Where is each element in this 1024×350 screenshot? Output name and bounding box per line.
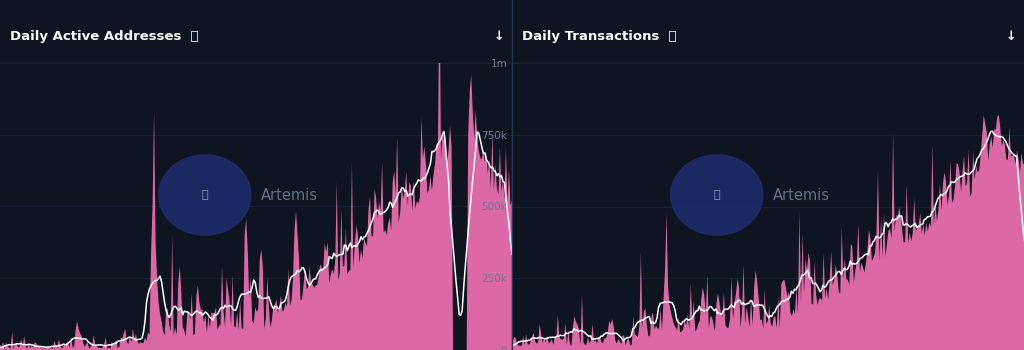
Text: ↓: ↓ [494, 30, 504, 43]
Text: ↓: ↓ [1006, 30, 1016, 43]
Text: Artemis: Artemis [773, 188, 830, 203]
Text: Daily Active Addresses  ⓘ: Daily Active Addresses ⓘ [10, 30, 199, 43]
Ellipse shape [671, 155, 763, 235]
Ellipse shape [159, 155, 251, 235]
Text: ₿: ₿ [202, 190, 208, 200]
Text: Daily Transactions  ⓘ: Daily Transactions ⓘ [522, 30, 677, 43]
Text: Artemis: Artemis [261, 188, 318, 203]
Text: ₿: ₿ [714, 190, 720, 200]
